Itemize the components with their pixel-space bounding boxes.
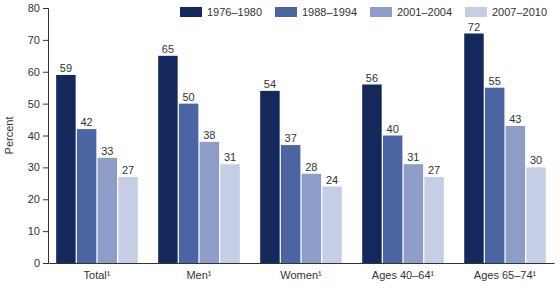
y-tick-label: 0 — [34, 257, 40, 269]
y-tick: 20 — [28, 193, 48, 205]
y-axis-line — [43, 9, 49, 264]
data-label: 40 — [387, 123, 399, 135]
y-tick-mark — [43, 167, 48, 168]
data-label: 31 — [407, 151, 419, 163]
y-tick: 10 — [28, 225, 48, 237]
legend-item: 1988–1994 — [275, 6, 357, 18]
y-tick-label: 50 — [28, 98, 40, 110]
bar — [200, 142, 219, 263]
legend-item: 2001–2004 — [370, 6, 452, 18]
data-label: 56 — [366, 72, 378, 84]
x-tick: Ages 40–64¹ — [372, 269, 435, 281]
y-axis-title: Percent — [3, 117, 15, 155]
data-label: 65 — [162, 43, 174, 55]
y-tick-label: 80 — [28, 2, 40, 14]
data-label: 31 — [224, 151, 236, 163]
bar — [485, 88, 504, 263]
y-axis: 0 10 20 30 40 50 60 70 80 — [28, 2, 49, 269]
data-label: 27 — [122, 164, 134, 176]
data-label: 54 — [264, 78, 276, 90]
x-axis: Total¹ Men¹ Women¹ Ages 40–64¹ Ages 65–74¹ — [49, 264, 555, 281]
bar — [302, 174, 321, 263]
y-tick-mark — [43, 40, 48, 41]
data-label: 37 — [285, 132, 297, 144]
y-tick: 0 — [34, 257, 48, 269]
y-tick-label: 10 — [28, 225, 40, 237]
bar — [424, 177, 443, 263]
x-tick-label: Women¹ — [280, 269, 322, 281]
data-label: 38 — [203, 129, 215, 141]
legend-item: 2007–2010 — [465, 6, 547, 18]
bar — [362, 85, 381, 264]
y-tick-mark — [43, 72, 48, 73]
legend-swatch — [275, 7, 297, 17]
bar — [179, 104, 198, 263]
data-label: 50 — [183, 91, 195, 103]
y-tick-label: 60 — [28, 66, 40, 78]
y-tick: 60 — [28, 66, 48, 78]
legend-label: 1976–1980 — [207, 6, 262, 18]
bar — [56, 75, 75, 263]
bar — [220, 164, 239, 263]
y-tick: 50 — [28, 98, 48, 110]
data-label: 30 — [530, 154, 542, 166]
x-tick-label: Men¹ — [186, 269, 211, 281]
data-label: 28 — [305, 161, 317, 173]
legend-swatch — [370, 7, 392, 17]
bar — [464, 34, 483, 264]
data-label: 59 — [60, 62, 72, 74]
data-label: 42 — [80, 116, 92, 128]
bar — [526, 167, 545, 263]
y-tick-label: 70 — [28, 34, 40, 46]
x-tick-label: Ages 65–74¹ — [474, 269, 537, 281]
legend-item: 1976–1980 — [180, 6, 262, 18]
y-tick-mark — [43, 104, 48, 105]
y-tick-label: 40 — [28, 130, 40, 142]
data-label: 27 — [428, 164, 440, 176]
x-tick: Men¹ — [186, 269, 211, 281]
bar — [98, 158, 117, 263]
x-tick-label: Total¹ — [84, 269, 111, 281]
legend: 1976–1980 1988–1994 2001–2004 2007–2010 — [180, 6, 547, 18]
data-label: 43 — [509, 113, 521, 125]
y-tick-mark — [43, 231, 48, 232]
y-tick-label: 20 — [28, 193, 40, 205]
y-tick-label: 30 — [28, 161, 40, 173]
data-label: 72 — [468, 21, 480, 33]
legend-label: 2007–2010 — [492, 6, 547, 18]
bar — [506, 126, 525, 263]
y-tick: 70 — [28, 34, 48, 46]
x-tick: Total¹ — [84, 269, 111, 281]
data-label: 33 — [101, 145, 113, 157]
bar — [260, 91, 279, 263]
x-tick-label: Ages 40–64¹ — [372, 269, 435, 281]
legend-label: 1988–1994 — [302, 6, 357, 18]
y-tick-mark — [43, 8, 48, 9]
x-tick: Ages 65–74¹ — [474, 269, 537, 281]
y-tick-mark — [43, 136, 48, 137]
y-tick: 30 — [28, 161, 48, 173]
legend-swatch — [180, 7, 202, 17]
y-tick: 80 — [28, 2, 48, 14]
bar — [404, 164, 423, 263]
plot: 59 65 54 56 72 42 50 37 40 55 33 38 28 31 43 27 31 24 27 30… — [28, 2, 555, 281]
bar — [281, 145, 300, 263]
data-labels: 59 65 54 56 72 42 50 37 40 55 33 38 28 31 43 27 31 24 27 30 — [60, 21, 542, 186]
legend-label: 2001–2004 — [397, 6, 452, 18]
bar — [158, 56, 177, 263]
y-tick: 40 — [28, 130, 48, 142]
x-tick: Women¹ — [280, 269, 322, 281]
data-label: 24 — [326, 174, 338, 186]
data-label: 55 — [489, 75, 501, 87]
y-tick-mark — [43, 199, 48, 200]
chart: 59 65 54 56 72 42 50 37 40 55 33 38 28 31 43 27 31 24 27 30… — [0, 0, 560, 290]
bar — [77, 129, 96, 263]
bar — [322, 187, 341, 264]
bars — [56, 34, 546, 264]
bar — [118, 177, 137, 263]
y-tick-mark — [43, 263, 48, 264]
bar — [383, 136, 402, 264]
legend-swatch — [465, 7, 487, 17]
x-axis-line — [49, 263, 555, 264]
